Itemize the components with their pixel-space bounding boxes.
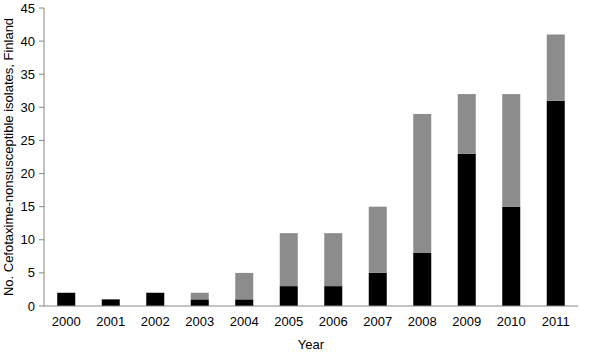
x-tick-label: 2004 <box>230 314 259 329</box>
y-tick <box>39 107 44 108</box>
bar <box>191 293 209 300</box>
y-tick-label: 25 <box>21 133 35 148</box>
x-axis <box>44 306 578 307</box>
x-tick-label: 2000 <box>52 314 81 329</box>
y-tick <box>39 306 44 307</box>
bar <box>413 253 431 306</box>
y-tick <box>39 272 44 273</box>
chart: 0 5 10 15 20 25 30 35 40 45 2000 2001 2002 2003 2004 20… <box>0 0 600 357</box>
x-axis-label: Year <box>298 337 325 352</box>
y-tick-label: 15 <box>21 199 35 214</box>
y-tick-label: 0 <box>28 299 35 314</box>
bar <box>146 292 164 293</box>
x-tick-label: 2001 <box>96 314 125 329</box>
bar <box>324 286 342 306</box>
bar <box>502 94 520 207</box>
bar <box>102 299 120 300</box>
bar <box>369 273 387 306</box>
bar <box>324 233 342 286</box>
y-tick-label: 35 <box>21 67 35 82</box>
y-tick-label: 30 <box>21 100 35 115</box>
bar <box>102 299 120 306</box>
bar <box>280 286 298 306</box>
y-tick <box>39 8 44 9</box>
y-tick <box>39 206 44 207</box>
y-tick-label: 10 <box>21 232 35 247</box>
x-tick-label: 2003 <box>185 314 214 329</box>
bar <box>547 34 565 100</box>
bar <box>280 233 298 286</box>
x-tick-label: 2005 <box>274 314 303 329</box>
y-tick-label: 20 <box>21 166 35 181</box>
y-tick-label: 40 <box>21 34 35 49</box>
x-tick-label: 2006 <box>319 314 348 329</box>
y-axis-label: No. Cefotaxime-nonsusceptible isolates, … <box>1 18 16 296</box>
y-axis <box>44 8 45 306</box>
x-tick-label: 2010 <box>497 314 526 329</box>
bar <box>57 293 75 306</box>
y-tick <box>39 239 44 240</box>
x-tick-label: 2002 <box>141 314 170 329</box>
bar <box>413 114 431 253</box>
y-tick <box>39 140 44 141</box>
x-tick-label: 2008 <box>408 314 437 329</box>
bar <box>369 207 387 273</box>
x-tick-label: 2007 <box>363 314 392 329</box>
x-tick-label: 2011 <box>542 314 570 329</box>
bar <box>502 207 520 306</box>
y-tick <box>39 41 44 42</box>
bar <box>57 292 75 293</box>
bar <box>235 299 253 306</box>
bar <box>547 101 565 306</box>
bar <box>458 154 476 306</box>
bars <box>57 34 565 306</box>
bar <box>146 293 164 306</box>
x-tick-label: 2009 <box>452 314 481 329</box>
y-tick <box>39 173 44 174</box>
y-tick-label: 5 <box>28 265 35 280</box>
bar <box>191 299 209 306</box>
y-tick <box>39 74 44 75</box>
bar <box>235 273 253 299</box>
y-tick-label: 45 <box>21 1 35 16</box>
bar <box>458 94 476 154</box>
